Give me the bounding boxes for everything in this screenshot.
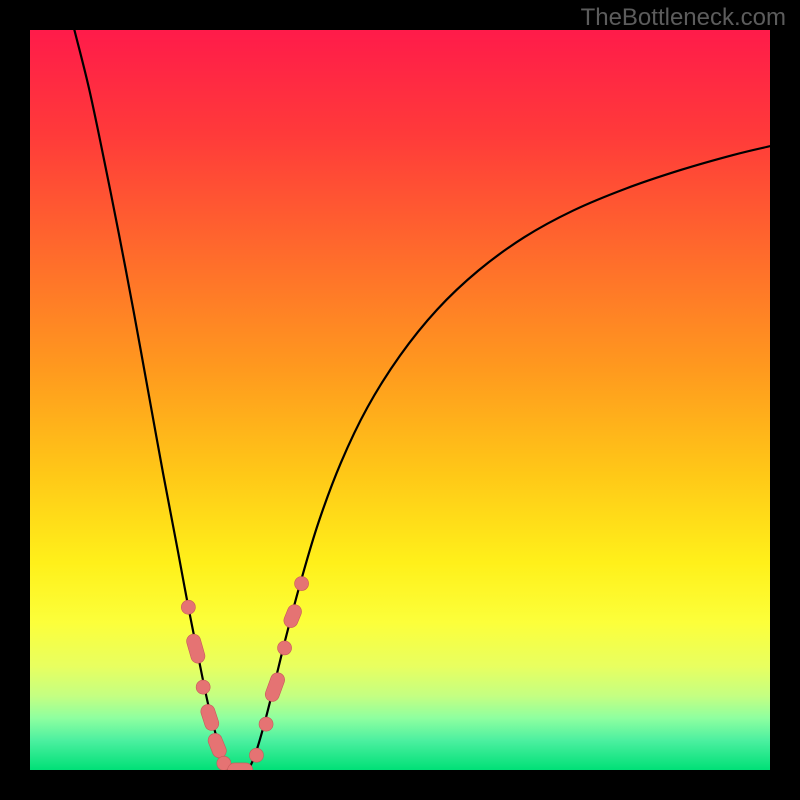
marker-circle [196, 680, 210, 694]
marker-circle [259, 717, 273, 731]
watermark-text: TheBottleneck.com [581, 4, 786, 32]
marker-circle [295, 576, 309, 590]
chart-svg [30, 30, 770, 770]
marker-circle [249, 748, 263, 762]
marker-circle [278, 641, 292, 655]
plot-area [30, 30, 770, 770]
marker-capsule [228, 763, 253, 770]
marker-circle [181, 600, 195, 614]
plot-background [30, 30, 770, 770]
